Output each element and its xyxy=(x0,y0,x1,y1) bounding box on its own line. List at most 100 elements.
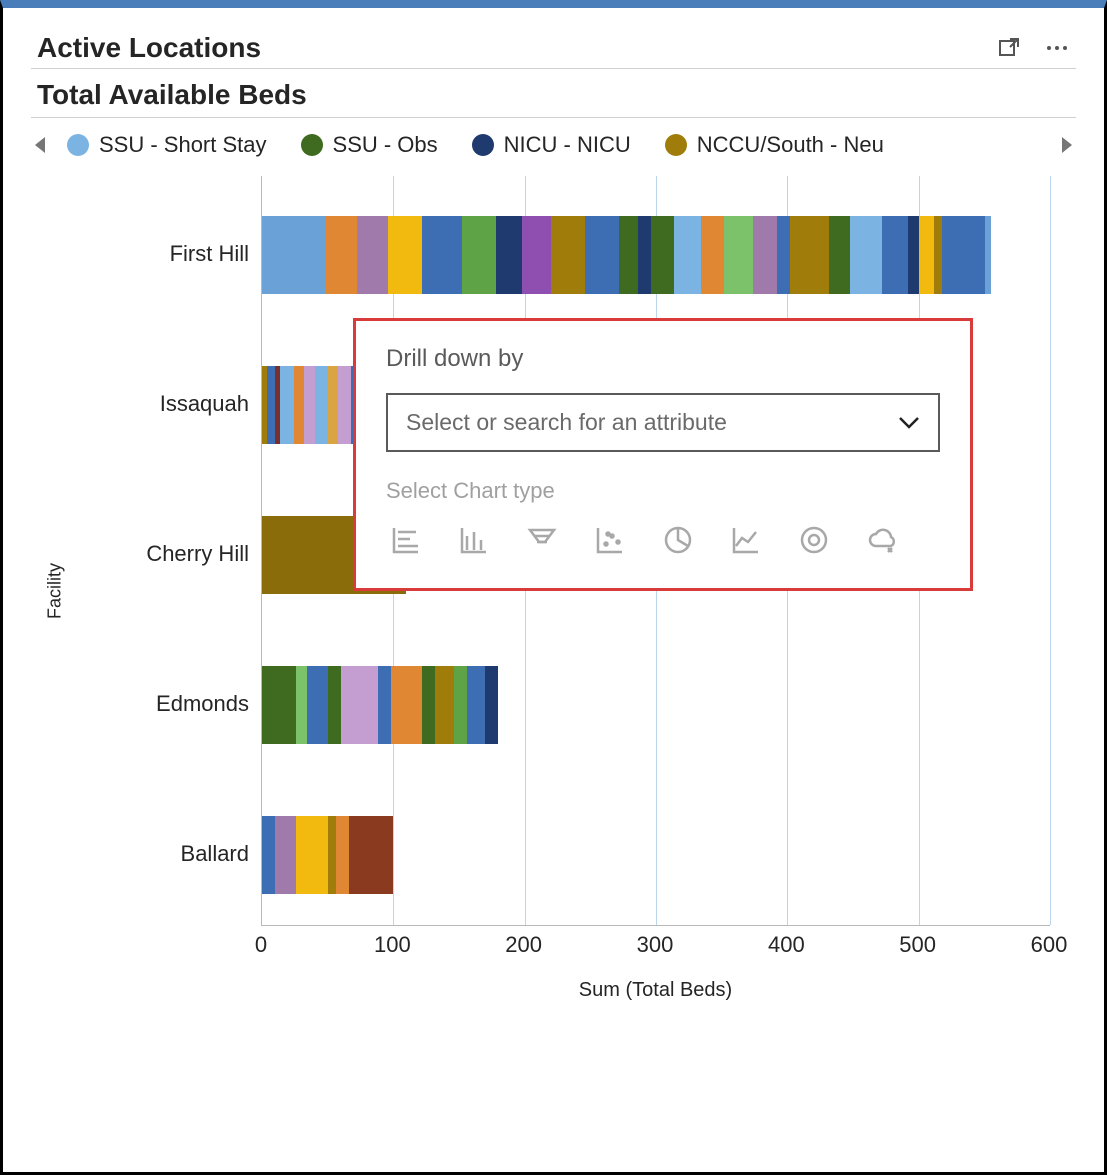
bar-segment[interactable] xyxy=(454,666,467,744)
bar-segment[interactable] xyxy=(262,666,296,744)
bar-segment[interactable] xyxy=(357,216,389,294)
bar-segment[interactable] xyxy=(267,366,275,444)
bar-segment[interactable] xyxy=(296,666,307,744)
header: Active Locations xyxy=(31,22,1076,69)
legend-next-icon[interactable] xyxy=(1058,136,1076,154)
bar-segment[interactable] xyxy=(651,216,675,294)
chart-type-vertical-bar-icon[interactable] xyxy=(454,520,494,560)
widget-frame: Active Locations Total Available Beds xyxy=(0,0,1107,1175)
bar-segment[interactable] xyxy=(336,816,349,894)
bar-segment[interactable] xyxy=(422,666,435,744)
legend: SSU - Short Stay SSU - Obs NICU - NICU NCCU… xyxy=(31,118,1076,168)
bar-segment[interactable] xyxy=(262,816,275,894)
legend-label: NCCU/South - Neu xyxy=(697,132,884,158)
bar-segment[interactable] xyxy=(467,666,485,744)
chart-type-scatter-icon[interactable] xyxy=(590,520,630,560)
bar-segment[interactable] xyxy=(315,366,328,444)
bar-segment[interactable] xyxy=(328,816,336,894)
header-actions xyxy=(996,35,1070,61)
bar-segment[interactable] xyxy=(304,366,315,444)
legend-label: SSU - Obs xyxy=(333,132,438,158)
legend-item[interactable]: NICU - NICU xyxy=(472,132,631,158)
bar-segment[interactable] xyxy=(522,216,551,294)
chart-title: Total Available Beds xyxy=(37,79,1070,111)
more-icon[interactable] xyxy=(1044,35,1070,61)
bar-segment[interactable] xyxy=(882,216,908,294)
bar-segment[interactable] xyxy=(585,216,619,294)
dropdown-placeholder: Select or search for an attribute xyxy=(406,409,727,436)
attribute-dropdown[interactable]: Select or search for an attribute xyxy=(386,393,940,452)
chart-type-donut-icon[interactable] xyxy=(794,520,834,560)
bar-segment[interactable] xyxy=(829,216,850,294)
bar-segment[interactable] xyxy=(638,216,651,294)
bar-segment[interactable] xyxy=(391,666,423,744)
legend-prev-icon[interactable] xyxy=(31,136,49,154)
chart-type-horizontal-bar-icon[interactable] xyxy=(386,520,426,560)
bar-segment[interactable] xyxy=(275,816,296,894)
bar-segment[interactable] xyxy=(619,216,637,294)
chart-type-funnel-icon[interactable] xyxy=(522,520,562,560)
bar-row[interactable] xyxy=(262,666,498,744)
bar-segment[interactable] xyxy=(485,666,498,744)
bar-segment[interactable] xyxy=(262,216,325,294)
x-tick-label: 500 xyxy=(899,932,936,958)
bar-row[interactable] xyxy=(262,216,1017,294)
popout-icon[interactable] xyxy=(996,35,1022,61)
bar-segment[interactable] xyxy=(341,666,378,744)
chart-type-line-icon[interactable] xyxy=(726,520,766,560)
legend-item[interactable]: SSU - Obs xyxy=(301,132,438,158)
legend-item[interactable]: NCCU/South - Neu xyxy=(665,132,884,158)
x-tick-label: 600 xyxy=(1031,932,1068,958)
bar-segment[interactable] xyxy=(985,216,990,294)
chart-area: Facility Sum (Total Beds) First HillIssa… xyxy=(31,176,1076,1006)
card-title: Active Locations xyxy=(37,32,261,64)
bar-segment[interactable] xyxy=(338,366,351,444)
popup-title: Drill down by xyxy=(386,345,940,373)
bar-segment[interactable] xyxy=(435,666,453,744)
chart-type-cloud-icon[interactable] xyxy=(862,520,902,560)
x-tick-label: 400 xyxy=(768,932,805,958)
y-tick-label: Cherry Hill xyxy=(49,541,249,567)
bar-segment[interactable] xyxy=(777,216,790,294)
legend-swatch xyxy=(472,134,494,156)
x-tick-label: 200 xyxy=(505,932,542,958)
bar-segment[interactable] xyxy=(701,216,725,294)
chart-type-pie-icon[interactable] xyxy=(658,520,698,560)
bar-segment[interactable] xyxy=(378,666,391,744)
chart-type-row xyxy=(386,520,940,560)
bar-segment[interactable] xyxy=(934,216,942,294)
bar-segment[interactable] xyxy=(790,216,829,294)
bar-segment[interactable] xyxy=(422,216,461,294)
bar-row[interactable] xyxy=(262,816,393,894)
bar-segment[interactable] xyxy=(388,216,422,294)
bar-segment[interactable] xyxy=(328,366,339,444)
bar-segment[interactable] xyxy=(496,216,522,294)
bar-segment[interactable] xyxy=(328,666,341,744)
legend-item[interactable]: SSU - Short Stay xyxy=(67,132,267,158)
legend-swatch xyxy=(67,134,89,156)
bar-segment[interactable] xyxy=(462,216,496,294)
bar-segment[interactable] xyxy=(280,366,293,444)
bar-segment[interactable] xyxy=(908,216,919,294)
bar-segment[interactable] xyxy=(296,816,328,894)
subtitle-row: Total Available Beds xyxy=(31,69,1076,118)
bar-segment[interactable] xyxy=(294,366,305,444)
y-tick-label: Ballard xyxy=(49,841,249,867)
legend-swatch xyxy=(665,134,687,156)
bar-segment[interactable] xyxy=(674,216,700,294)
chevron-down-icon xyxy=(898,416,920,430)
popup-subtitle: Select Chart type xyxy=(386,478,940,504)
bar-segment[interactable] xyxy=(724,216,753,294)
y-tick-label: Issaquah xyxy=(49,391,249,417)
bar-segment[interactable] xyxy=(753,216,777,294)
bar-segment[interactable] xyxy=(850,216,882,294)
legend-items: SSU - Short Stay SSU - Obs NICU - NICU NCCU… xyxy=(67,132,1040,158)
bar-segment[interactable] xyxy=(325,216,357,294)
legend-label: NICU - NICU xyxy=(504,132,631,158)
bar-segment[interactable] xyxy=(307,666,328,744)
x-tick-label: 0 xyxy=(255,932,267,958)
bar-segment[interactable] xyxy=(349,816,394,894)
bar-segment[interactable] xyxy=(551,216,585,294)
bar-segment[interactable] xyxy=(942,216,985,294)
bar-segment[interactable] xyxy=(919,216,935,294)
